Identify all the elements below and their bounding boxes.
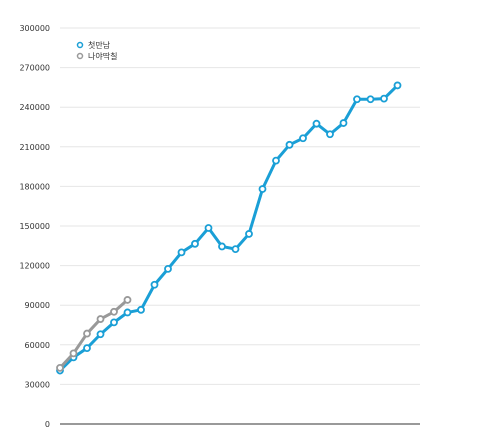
legend: 첫만남 나야딱칠 bbox=[76, 41, 117, 61]
y-tick-label-2: 60000 bbox=[25, 341, 50, 350]
series-0-point-19 bbox=[312, 119, 321, 128]
series-line-0 bbox=[58, 84, 399, 372]
series-0-point-23 bbox=[366, 95, 375, 104]
y-tick-label-5: 150000 bbox=[19, 222, 50, 231]
y-tick-label-9: 270000 bbox=[19, 64, 50, 73]
series-1 bbox=[56, 296, 132, 372]
series-0-point-22 bbox=[353, 95, 361, 104]
series-0-point-5 bbox=[123, 308, 132, 317]
y-tick-label-8: 240000 bbox=[19, 103, 50, 112]
series-0-point-15 bbox=[258, 185, 267, 193]
series-1-point-4 bbox=[110, 307, 118, 316]
series-0-point-4 bbox=[110, 318, 118, 327]
y-tick-label-10: 300000 bbox=[19, 24, 50, 33]
legend-item-0: 첫만남 bbox=[76, 41, 111, 50]
y-tick-label-6: 180000 bbox=[19, 182, 50, 191]
series-0-point-21 bbox=[339, 119, 348, 127]
series-1-point-5 bbox=[123, 296, 132, 304]
legend-marker-0 bbox=[76, 41, 84, 49]
series-0-point-14 bbox=[245, 230, 253, 238]
legend-label-0: 첫만남 bbox=[88, 41, 111, 50]
grid-lines bbox=[60, 27, 420, 385]
series-0-point-6 bbox=[137, 305, 145, 314]
y-axis-tick-labels: 0 30000 60000 90000 120000 150000 180000 210000… bbox=[19, 24, 50, 429]
series-0-point-12 bbox=[218, 242, 226, 251]
series-0-point-17 bbox=[285, 140, 294, 149]
series-1-point-2 bbox=[83, 329, 91, 338]
y-tick-label-3: 90000 bbox=[25, 301, 50, 310]
series-0-point-9 bbox=[177, 248, 186, 257]
y-tick-label-1: 30000 bbox=[25, 380, 50, 389]
series-1-point-0 bbox=[56, 363, 64, 372]
legend-marker-1 bbox=[76, 52, 84, 60]
series-0-point-18 bbox=[299, 134, 307, 143]
series-0-point-11 bbox=[204, 224, 213, 232]
legend-label-1: 나야딱칠 bbox=[88, 51, 117, 61]
series-0-point-13 bbox=[231, 245, 240, 254]
series-0-point-25 bbox=[393, 81, 402, 90]
legend-item-1: 나야딱칠 bbox=[76, 51, 117, 61]
series-0-point-8 bbox=[164, 264, 172, 273]
series-1-point-3 bbox=[96, 315, 105, 323]
series-1-point-1 bbox=[69, 349, 78, 358]
series-0-point-10 bbox=[191, 239, 199, 248]
series-0-point-20 bbox=[326, 130, 334, 139]
series-0-point-3 bbox=[96, 330, 105, 339]
series-layer bbox=[56, 81, 402, 375]
series-0-point-2 bbox=[83, 344, 91, 353]
y-tick-label-7: 210000 bbox=[19, 143, 50, 152]
y-tick-label-4: 120000 bbox=[19, 262, 50, 271]
series-0 bbox=[56, 81, 402, 375]
series-0-point-7 bbox=[150, 280, 159, 289]
y-tick-label-0: 0 bbox=[45, 420, 50, 429]
series-0-point-24 bbox=[380, 94, 388, 103]
series-0-point-16 bbox=[272, 156, 280, 165]
